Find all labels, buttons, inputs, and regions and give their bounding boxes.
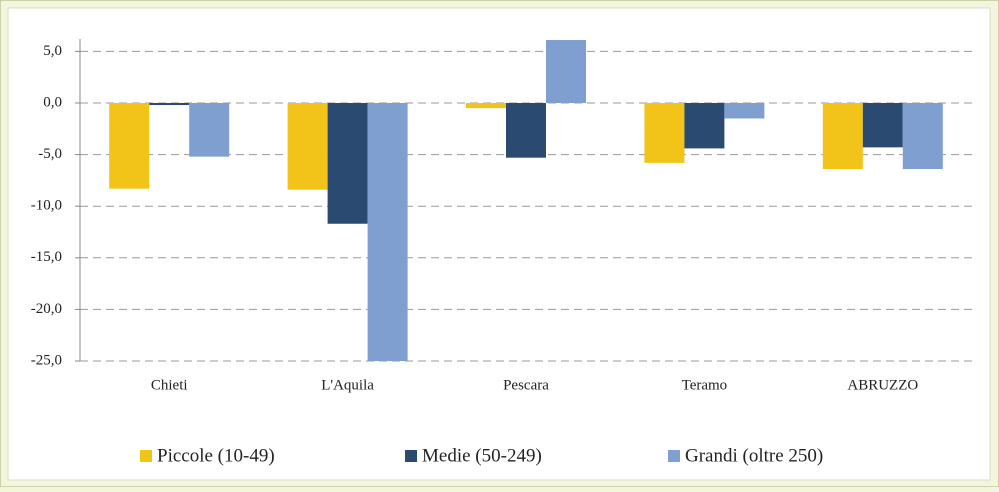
- bar: [109, 102, 150, 189]
- legend-label: Piccole (10-49): [157, 445, 275, 466]
- x-tick-label: L'Aquila: [321, 377, 374, 393]
- bar: [287, 102, 328, 190]
- x-tick-label: ABRUZZO: [847, 377, 918, 393]
- legend-label: Grandi (oltre 250): [685, 445, 823, 466]
- y-tick-label: 5,0: [43, 43, 62, 59]
- y-tick-label: -5,0: [38, 146, 62, 162]
- y-tick-label: 0,0: [43, 94, 62, 110]
- bar: [506, 102, 546, 158]
- y-tick-label: -15,0: [31, 249, 62, 265]
- x-tick-label: Chieti: [151, 377, 188, 393]
- bar: [367, 102, 408, 361]
- x-tick-label: Teramo: [682, 377, 728, 393]
- legend-label: Medie (50-249): [422, 445, 542, 466]
- bar: [149, 102, 190, 106]
- legend-swatch: [405, 450, 417, 462]
- bar: [724, 102, 765, 119]
- y-tick-label: -20,0: [31, 301, 62, 317]
- legend-swatch: [140, 450, 152, 462]
- bar: [862, 102, 903, 148]
- panel: [7, 7, 991, 481]
- bar: [189, 102, 230, 157]
- bar: [466, 102, 506, 109]
- legend-swatch: [668, 450, 680, 462]
- bar: [684, 102, 725, 149]
- bar: [644, 102, 685, 163]
- bar: [546, 40, 586, 103]
- bar: [902, 102, 943, 170]
- x-tick-label: Pescara: [503, 377, 549, 393]
- bar: [327, 102, 368, 224]
- y-tick-label: -10,0: [31, 198, 62, 214]
- y-tick-label: -25,0: [31, 352, 62, 368]
- bar: [822, 102, 863, 170]
